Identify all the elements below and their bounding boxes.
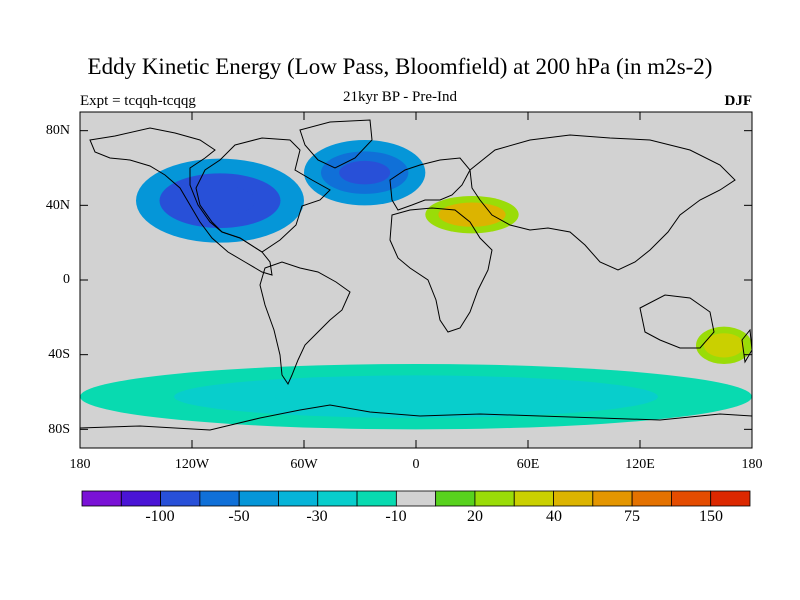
axis-ticks (79, 112, 753, 448)
y-tick-label: 80N (45, 123, 70, 138)
season-label: DJF (724, 93, 753, 109)
colorbar-swatch (317, 490, 358, 507)
x-tick-label: 180 (741, 457, 763, 472)
colorbar-swatch (356, 490, 397, 507)
anomaly-region-core (452, 207, 492, 222)
anomaly-region-core (274, 384, 558, 409)
colorbar-swatch (395, 490, 437, 507)
period-subtitle: 21kyr BP - Pre-Ind (342, 89, 458, 105)
colorbar-swatch (592, 490, 633, 507)
y-tick-label: 40S (48, 347, 70, 362)
y-tick-label: 80S (48, 422, 70, 437)
colorbar-swatch (710, 490, 751, 507)
colorbar-label: 40 (546, 508, 562, 525)
colorbar-swatch (553, 490, 594, 507)
x-tick-label: 0 (412, 457, 420, 472)
colorbar-label: 150 (699, 508, 723, 525)
y-tick-label: 0 (63, 272, 70, 287)
colorbar-swatch (278, 490, 319, 507)
colorbar-swatch (120, 490, 161, 507)
colorbar-swatch (513, 490, 554, 507)
colorbar (81, 490, 751, 507)
x-tick-label: 120E (625, 457, 655, 472)
coastlines (80, 119, 752, 431)
anomaly-region-core (339, 160, 391, 185)
colorbar-swatch (435, 490, 476, 507)
colorbar-label: -10 (385, 508, 407, 525)
anomaly-field (80, 140, 752, 430)
anomaly-region-core (184, 185, 256, 216)
colorbar-swatch (474, 490, 515, 507)
x-tick-label: 180 (69, 457, 91, 472)
x-tick-label: 60W (290, 457, 318, 472)
colorbar-swatch (238, 490, 279, 507)
colorbar-label: 75 (624, 508, 640, 525)
colorbar-swatch (631, 490, 672, 507)
colorbar-swatch (160, 490, 201, 507)
x-tick-label: 120W (174, 457, 210, 472)
chart-title: Eddy Kinetic Energy (Low Pass, Bloomfiel… (87, 54, 713, 79)
y-tick-label: 40N (45, 198, 70, 213)
colorbar-label: -50 (228, 508, 250, 525)
map-panel (80, 112, 752, 448)
colorbar-label: -100 (145, 508, 175, 525)
colorbar-swatch (199, 490, 240, 507)
colorbar-swatch (81, 490, 122, 507)
experiment-label: Expt = tcqqh-tcqqg (80, 93, 196, 109)
colorbar-label: -30 (306, 508, 328, 525)
colorbar-label: 20 (467, 508, 483, 525)
x-tick-label: 60E (516, 457, 540, 472)
anomaly-region-core (712, 338, 736, 353)
colorbar-swatch (671, 490, 712, 507)
